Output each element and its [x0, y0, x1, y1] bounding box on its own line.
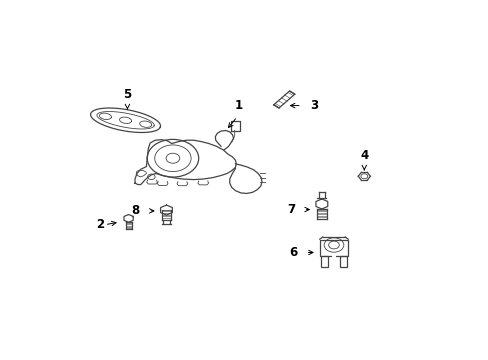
Text: 3: 3: [309, 99, 318, 112]
Text: 5: 5: [123, 87, 131, 100]
Text: 8: 8: [131, 204, 140, 217]
Text: 6: 6: [288, 246, 297, 259]
Text: 4: 4: [360, 149, 367, 162]
Text: 7: 7: [286, 203, 295, 216]
Text: 2: 2: [97, 218, 104, 231]
Text: 1: 1: [235, 99, 243, 112]
FancyBboxPatch shape: [331, 253, 336, 267]
